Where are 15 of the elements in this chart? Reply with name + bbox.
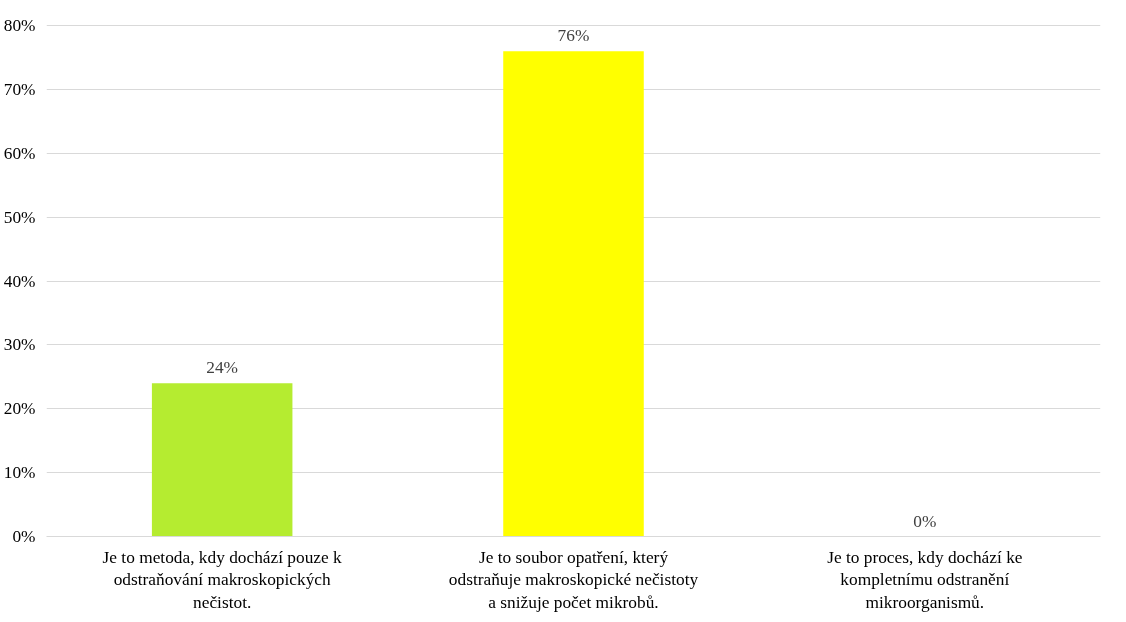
data-label: 24% <box>206 358 239 378</box>
y-tick-label: 30% <box>3 335 36 355</box>
data-label: 76% <box>557 26 590 46</box>
y-tick-label: 20% <box>3 399 36 419</box>
y-tick-label: 50% <box>3 207 36 227</box>
y-tick-label: 10% <box>3 463 36 483</box>
y-tick-label: 60% <box>3 143 36 163</box>
x-tick-label: Je to proces, kdy dochází ke kompletnímu odstranění mikroorganismů. <box>827 547 1023 613</box>
data-label: 0% <box>913 511 937 531</box>
x-tick-label: Je to metoda, kdy dochází pouze k odstraňování makroskopických nečistot. <box>102 547 343 613</box>
x-tick-label: Je to soubor opatření, který odstraňuje makroskopické nečistoty a snižuje počet mikrobů. <box>448 547 699 613</box>
y-tick-label: 70% <box>3 80 36 100</box>
y-tick-label: 80% <box>3 16 36 36</box>
y-tick-label: 40% <box>3 271 36 291</box>
y-tick-label: 0% <box>12 527 36 546</box>
